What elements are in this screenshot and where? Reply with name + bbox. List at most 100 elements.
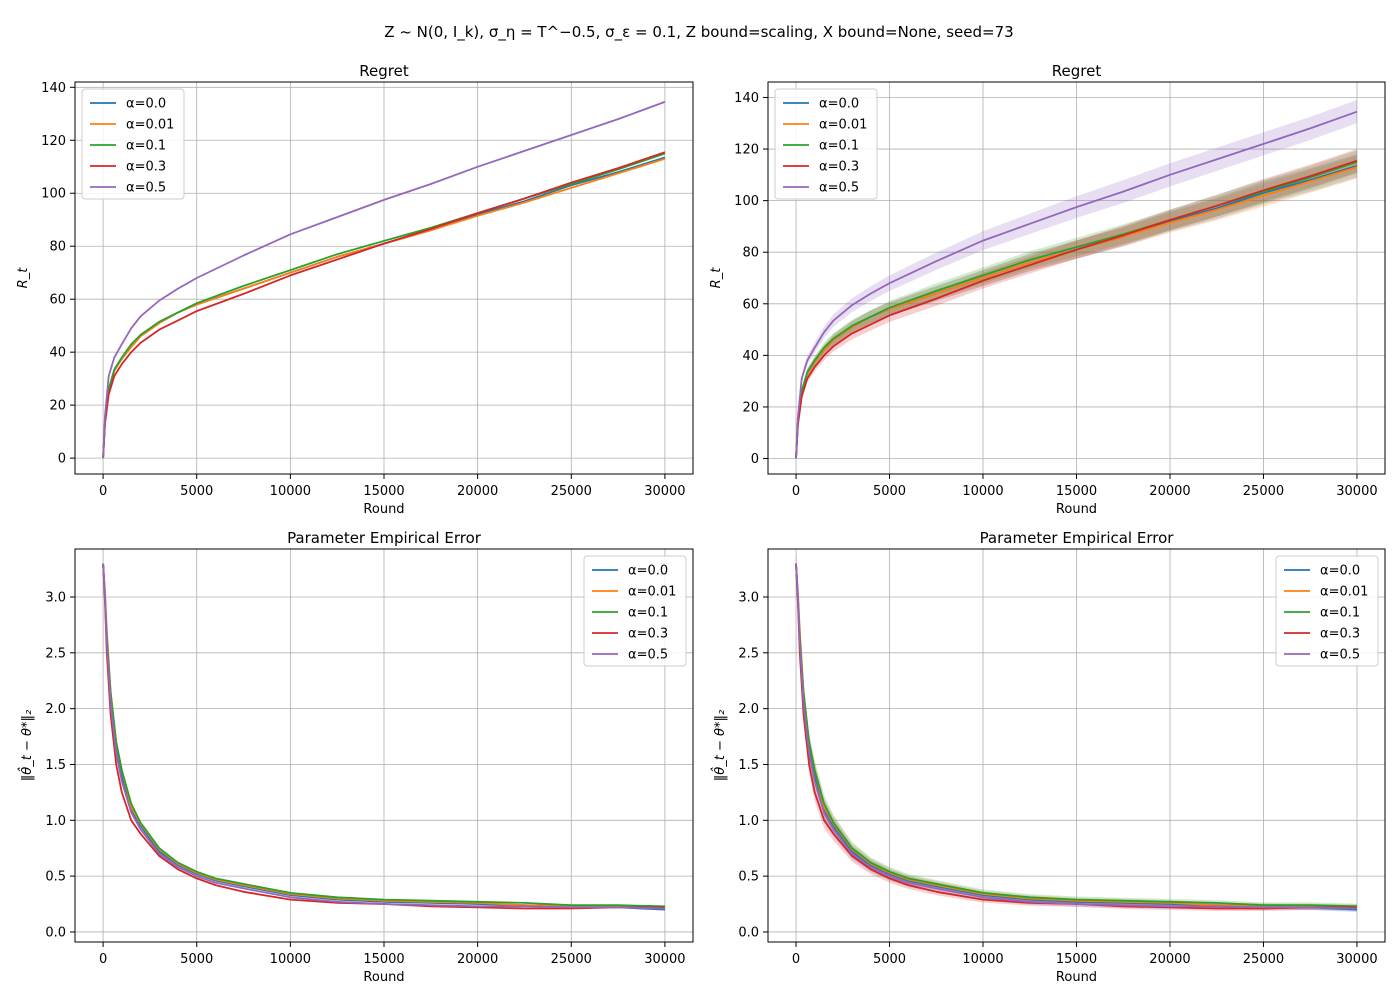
series-line-4 bbox=[795, 563, 1357, 910]
x-tick-label: 30000 bbox=[644, 952, 685, 967]
legend-label-4: α=0.3 bbox=[628, 627, 668, 642]
x-tick-label: 15000 bbox=[363, 952, 404, 967]
confidence-band-3 bbox=[796, 150, 1357, 460]
y-tick-label: 1.5 bbox=[738, 758, 759, 773]
legend-label-2: α=0.01 bbox=[126, 118, 174, 133]
legend-label-3: α=0.1 bbox=[1320, 606, 1360, 621]
x-tick-label: 20000 bbox=[457, 484, 498, 499]
legend-label-3: α=0.1 bbox=[628, 606, 668, 621]
y-axis-label: ‖θ̂_t − θ*‖₂ bbox=[711, 710, 728, 781]
y-tick-label: 2.0 bbox=[738, 702, 759, 717]
y-tick-label: 0 bbox=[58, 452, 66, 467]
y-tick-label: 0.0 bbox=[738, 925, 759, 940]
y-tick-label: 140 bbox=[41, 81, 66, 96]
y-tick-label: 60 bbox=[49, 293, 66, 308]
confidence-band-5 bbox=[796, 100, 1357, 460]
y-axis-label: R_t bbox=[16, 267, 31, 289]
y-tick-label: 0.5 bbox=[738, 870, 759, 885]
series-line-4 bbox=[102, 563, 665, 910]
confidence-band-2 bbox=[796, 155, 1357, 460]
x-tick-label: 15000 bbox=[363, 484, 404, 499]
y-tick-label: 0.0 bbox=[45, 925, 66, 940]
series-line-5 bbox=[795, 563, 1358, 910]
legend-box bbox=[774, 88, 878, 200]
legend-box bbox=[1275, 555, 1379, 667]
x-tick-label: 20000 bbox=[1149, 484, 1190, 499]
legend: α=0.0 α=0.01 α=0.1 α=0.3 α=0.5 bbox=[774, 88, 878, 200]
subplot-4: 0 5000 10000 15000 20000 25000 30000 0.0 0.5 1.0 1… bbox=[711, 529, 1386, 985]
x-tick-label: 0 bbox=[99, 952, 107, 967]
y-tick-label: 0.5 bbox=[45, 870, 66, 885]
legend: α=0.0 α=0.01 α=0.1 α=0.3 α=0.5 bbox=[81, 88, 185, 200]
x-tick-label: 30000 bbox=[1336, 484, 1377, 499]
y-tick-label: 1.0 bbox=[45, 814, 66, 829]
y-axis-label: R_t bbox=[709, 267, 724, 289]
series-line-5 bbox=[795, 110, 1358, 459]
x-tick-label: 20000 bbox=[1149, 952, 1190, 967]
y-tick-label: 120 bbox=[734, 143, 759, 158]
y-tick-label: 140 bbox=[734, 91, 759, 106]
y-tick-label: 60 bbox=[742, 297, 759, 312]
x-tick-label: 30000 bbox=[1336, 952, 1377, 967]
legend-label-1: α=0.0 bbox=[628, 564, 668, 579]
x-tick-label: 10000 bbox=[962, 484, 1003, 499]
legend-label-2: α=0.01 bbox=[1320, 585, 1368, 600]
series-line-4 bbox=[795, 159, 1358, 459]
x-tick-label: 20000 bbox=[457, 952, 498, 967]
x-tick-label: 0 bbox=[99, 484, 107, 499]
legend-label-1: α=0.0 bbox=[1320, 564, 1360, 579]
legend-box bbox=[583, 555, 687, 667]
series-line-5 bbox=[102, 101, 666, 459]
x-tick-label: 5000 bbox=[180, 952, 213, 967]
legend-label-2: α=0.01 bbox=[628, 585, 676, 600]
y-tick-label: 100 bbox=[41, 187, 66, 202]
y-tick-label: 20 bbox=[49, 399, 66, 414]
y-tick-label: 80 bbox=[742, 246, 759, 261]
series-line-3 bbox=[102, 563, 665, 908]
legend-label-4: α=0.3 bbox=[819, 160, 859, 175]
axes-container: 0 5000 10000 15000 20000 25000 300000204060801… bbox=[16, 62, 1386, 985]
y-tick-label: 120 bbox=[41, 134, 66, 149]
legend-label-5: α=0.5 bbox=[819, 181, 859, 196]
y-tick-label: 2.5 bbox=[738, 646, 759, 661]
y-tick-label: 40 bbox=[742, 349, 759, 364]
x-tick-label: 5000 bbox=[180, 484, 213, 499]
legend: α=0.0 α=0.01 α=0.1 α=0.3 α=0.5 bbox=[1275, 555, 1379, 667]
x-axis-label: Round bbox=[1056, 970, 1097, 985]
legend-label-3: α=0.1 bbox=[819, 139, 859, 154]
y-tick-label: 0 bbox=[751, 452, 759, 467]
x-axis-label: Round bbox=[1056, 502, 1097, 517]
y-tick-label: 40 bbox=[49, 346, 66, 361]
subplot-title: Regret bbox=[359, 62, 409, 80]
series-line-3 bbox=[795, 563, 1358, 908]
x-tick-label: 15000 bbox=[1056, 952, 1097, 967]
subplot-title: Parameter Empirical Error bbox=[287, 529, 482, 547]
x-tick-label: 25000 bbox=[1243, 484, 1284, 499]
y-tick-label: 3.0 bbox=[738, 591, 759, 606]
x-tick-label: 10000 bbox=[270, 484, 311, 499]
y-tick-label: 1.5 bbox=[45, 758, 66, 773]
y-tick-label: 3.0 bbox=[45, 591, 66, 606]
y-tick-label: 100 bbox=[734, 194, 759, 209]
legend-label-5: α=0.5 bbox=[628, 648, 668, 663]
legend-label-3: α=0.1 bbox=[126, 139, 166, 154]
legend-label-2: α=0.01 bbox=[819, 118, 867, 133]
subplot-title: Regret bbox=[1052, 62, 1102, 80]
y-tick-label: 2.0 bbox=[45, 702, 66, 717]
x-tick-label: 10000 bbox=[270, 952, 311, 967]
y-axis-label: ‖θ̂_t − θ*‖₂ bbox=[18, 710, 35, 781]
subplot-1: 0 5000 10000 15000 20000 25000 30000 0 20 40 60 80 1… bbox=[16, 62, 694, 517]
figure-suptitle: Z ~ N(0, I_k), σ_η = T^−0.5, σ_ε = 0.1, … bbox=[384, 23, 1013, 42]
series-line-5 bbox=[102, 563, 665, 910]
x-tick-label: 25000 bbox=[551, 484, 592, 499]
y-tick-label: 20 bbox=[742, 400, 759, 415]
series-line-4 bbox=[102, 151, 666, 459]
x-axis-label: Round bbox=[363, 970, 404, 985]
y-tick-label: 80 bbox=[49, 240, 66, 255]
x-axis-label: Round bbox=[363, 502, 404, 517]
x-tick-label: 0 bbox=[792, 484, 800, 499]
legend-label-5: α=0.5 bbox=[1320, 648, 1360, 663]
x-tick-label: 30000 bbox=[644, 484, 685, 499]
x-tick-label: 5000 bbox=[873, 952, 906, 967]
